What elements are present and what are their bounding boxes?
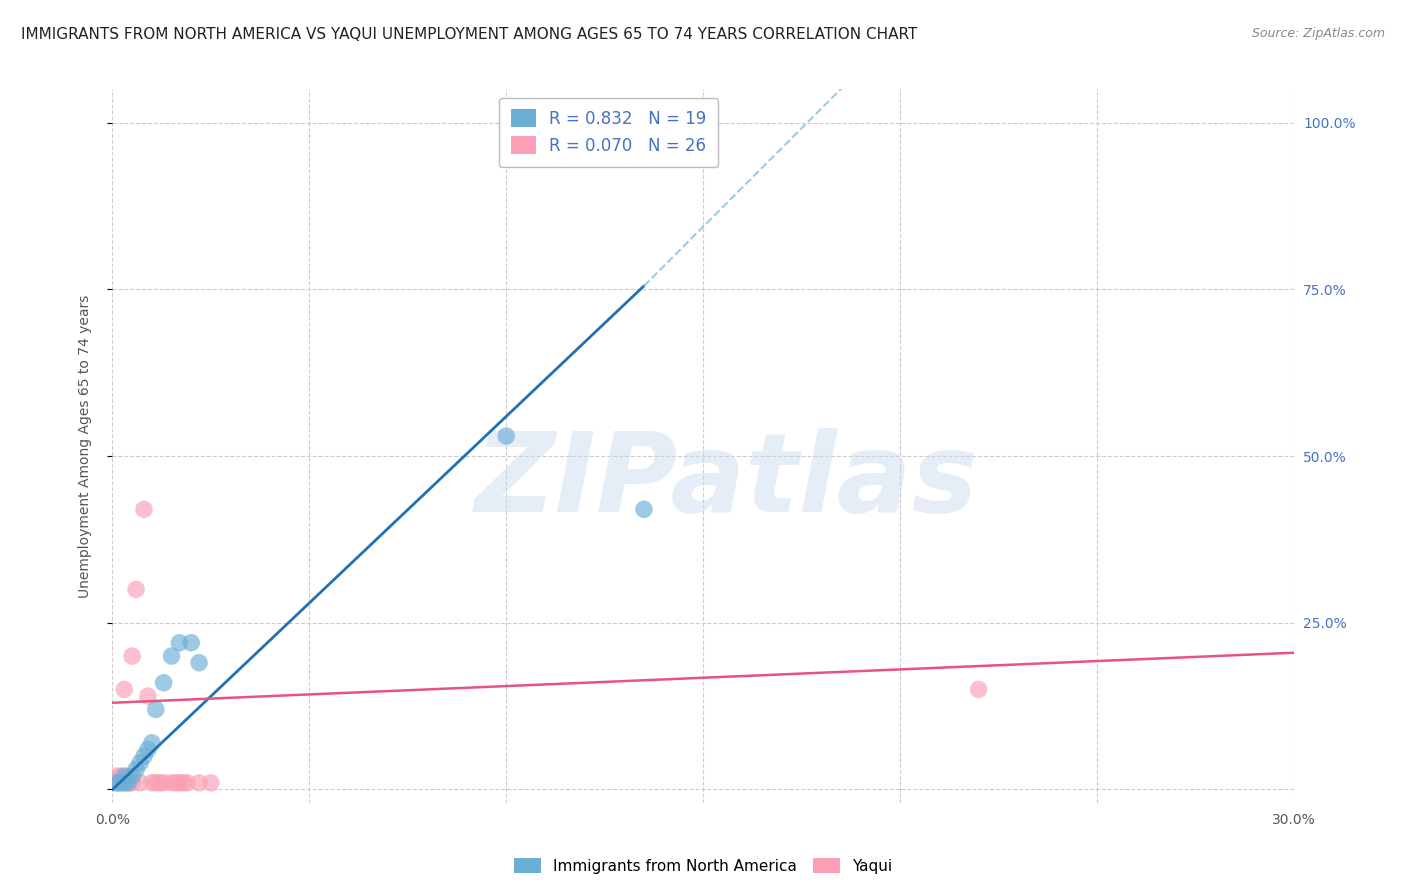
- Point: [125, 582, 148, 597]
- Point: [169, 776, 191, 790]
- Point: [141, 776, 163, 790]
- Point: [160, 649, 183, 664]
- Point: [110, 776, 132, 790]
- Point: [121, 776, 143, 790]
- Point: [136, 689, 159, 703]
- Point: [112, 682, 135, 697]
- Point: [129, 756, 152, 770]
- Point: [180, 636, 202, 650]
- Point: [105, 769, 128, 783]
- Point: [149, 776, 172, 790]
- Point: [141, 736, 163, 750]
- Point: [152, 675, 174, 690]
- Point: [117, 769, 139, 783]
- Point: [129, 776, 152, 790]
- Point: [136, 742, 159, 756]
- Point: [112, 776, 135, 790]
- Point: [633, 502, 655, 516]
- Point: [176, 776, 198, 790]
- Legend: R = 0.832   N = 19, R = 0.070   N = 26: R = 0.832 N = 19, R = 0.070 N = 26: [499, 97, 718, 167]
- Point: [110, 769, 132, 783]
- Point: [121, 769, 143, 783]
- Point: [105, 776, 128, 790]
- Point: [105, 776, 128, 790]
- Point: [188, 776, 211, 790]
- Point: [145, 702, 167, 716]
- Point: [125, 763, 148, 777]
- Point: [110, 776, 132, 790]
- Point: [172, 776, 194, 790]
- Point: [145, 776, 167, 790]
- Point: [117, 776, 139, 790]
- Point: [112, 776, 135, 790]
- Point: [132, 502, 155, 516]
- Point: [117, 776, 139, 790]
- Point: [112, 769, 135, 783]
- Point: [169, 636, 191, 650]
- Point: [152, 776, 174, 790]
- Text: IMMIGRANTS FROM NORTH AMERICA VS YAQUI UNEMPLOYMENT AMONG AGES 65 TO 74 YEARS CO: IMMIGRANTS FROM NORTH AMERICA VS YAQUI U…: [21, 27, 918, 42]
- Text: ZIPatlas: ZIPatlas: [475, 428, 979, 535]
- Y-axis label: Unemployment Among Ages 65 to 74 years: Unemployment Among Ages 65 to 74 years: [77, 294, 91, 598]
- Legend: Immigrants from North America, Yaqui: Immigrants from North America, Yaqui: [508, 852, 898, 880]
- Point: [495, 429, 517, 443]
- Point: [165, 776, 187, 790]
- Point: [160, 776, 183, 790]
- Point: [132, 749, 155, 764]
- Point: [200, 776, 222, 790]
- Point: [967, 682, 990, 697]
- Text: Source: ZipAtlas.com: Source: ZipAtlas.com: [1251, 27, 1385, 40]
- Point: [188, 656, 211, 670]
- Point: [121, 649, 143, 664]
